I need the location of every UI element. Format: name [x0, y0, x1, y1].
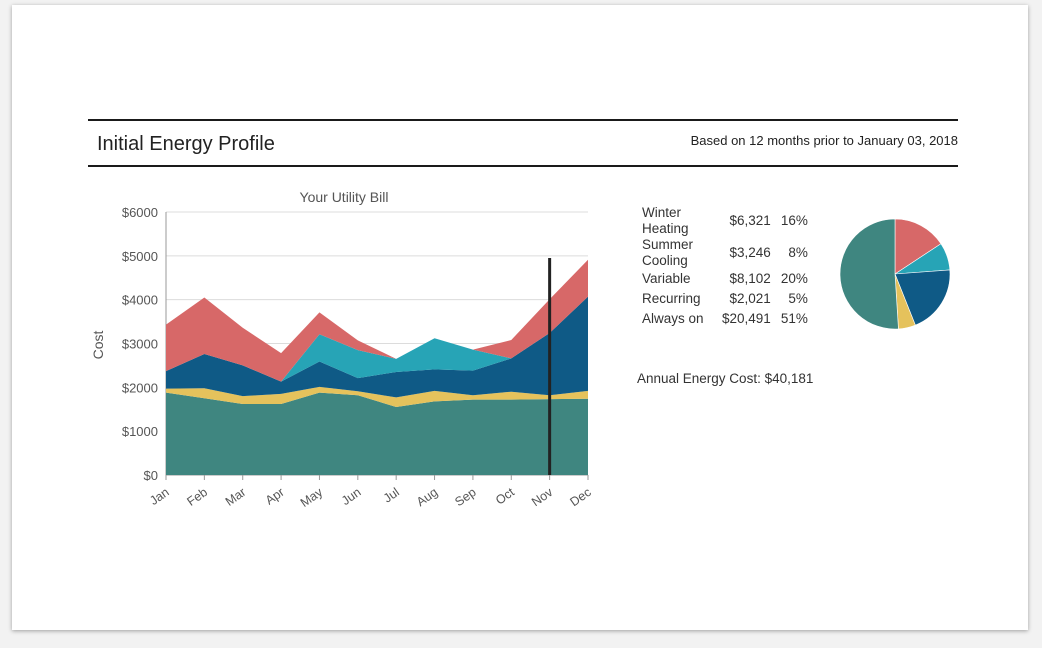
y-tick-label: $0 — [144, 468, 158, 483]
x-tick-label: May — [298, 485, 326, 510]
area-winter-heating — [166, 259, 588, 382]
y-tick-label: $2000 — [122, 380, 158, 395]
x-tick-label: Mar — [223, 485, 249, 509]
breakdown-percent: 20% — [780, 271, 808, 286]
cost-pie-chart — [839, 218, 951, 330]
y-tick-label: $4000 — [122, 293, 158, 308]
area-always-on — [166, 392, 588, 475]
x-tick-label: Sep — [452, 485, 478, 509]
x-tick-label: Feb — [184, 485, 210, 509]
utility-bill-chart: Your Utility Bill Cost $0 $1000 $2000 $3000… — [90, 189, 594, 510]
page-title: Initial Energy Profile — [97, 133, 275, 155]
x-tick-label: Apr — [263, 485, 287, 508]
x-tick-label: Oct — [493, 485, 517, 508]
x-tick-label: Dec — [567, 485, 593, 509]
breakdown-category: Recurring — [642, 291, 701, 306]
annual-energy-cost: Annual Energy Cost: $40,181 — [637, 371, 814, 386]
cost-breakdown-table: Winter Heating $6,321 16% Summer Cooling $3,… — [636, 205, 808, 329]
y-tick-label: $5000 — [122, 249, 158, 264]
breakdown-row: Summer Cooling $3,246 8% — [636, 237, 808, 269]
pie-slice-variable — [894, 269, 951, 326]
breakdown-category: Variable — [642, 271, 691, 286]
breakdown-category: Summer Cooling — [642, 237, 694, 268]
x-tick-label: Jul — [381, 485, 402, 506]
header-bottom-rule — [88, 165, 958, 167]
y-axis-label: Cost — [90, 331, 106, 360]
breakdown-percent: 51% — [780, 311, 808, 326]
breakdown-row: Recurring $2,021 5% — [636, 289, 808, 309]
x-tick-label: Jun — [339, 485, 364, 508]
header-top-rule — [88, 119, 958, 121]
breakdown-cost: $2,021 — [729, 291, 771, 306]
area-variable — [166, 296, 588, 398]
breakdown-cost: $20,491 — [722, 311, 771, 326]
x-tick-label: Aug — [414, 485, 440, 509]
breakdown-category: Always on — [642, 311, 704, 326]
x-tick-label: Nov — [529, 485, 556, 510]
report-period: Based on 12 months prior to January 03, … — [690, 133, 958, 148]
breakdown-percent: 8% — [788, 245, 808, 260]
area-summer-cooling — [166, 296, 588, 382]
y-tick-label: $1000 — [122, 424, 158, 439]
breakdown-percent: 5% — [788, 291, 808, 306]
x-tick-label: Jan — [147, 485, 172, 508]
breakdown-cost: $3,246 — [729, 245, 771, 260]
breakdown-row: Winter Heating $6,321 16% — [636, 205, 808, 237]
pie-slice-always-on — [839, 218, 899, 330]
y-tick-label: $3000 — [122, 337, 158, 352]
breakdown-percent: 16% — [780, 213, 808, 228]
breakdown-row: Variable $8,102 20% — [636, 269, 808, 289]
area-recurring — [166, 386, 588, 408]
breakdown-cost: $6,321 — [729, 213, 771, 228]
breakdown-category: Winter Heating — [642, 205, 689, 236]
pie-slice-winter-heating — [894, 218, 942, 275]
breakdown-row: Always on $20,491 51% — [636, 309, 808, 329]
chart-title: Your Utility Bill — [300, 189, 389, 205]
breakdown-cost: $8,102 — [729, 271, 771, 286]
y-tick-label: $6000 — [122, 205, 158, 220]
